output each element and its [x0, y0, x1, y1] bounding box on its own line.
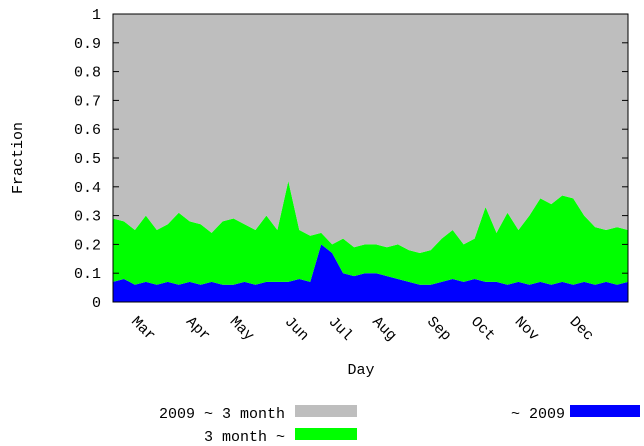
x-tick-label: Nov	[511, 314, 542, 345]
y-tick-label: 0.9	[74, 36, 101, 53]
legend-swatch	[295, 428, 357, 440]
y-tick-label: 0.4	[74, 180, 101, 197]
y-tick-label: 0.7	[74, 93, 101, 110]
area	[113, 14, 628, 254]
area	[113, 181, 628, 285]
y-tick-label: 1	[92, 7, 101, 24]
y-tick-label: 0.8	[74, 65, 101, 82]
x-tick-label: Mar	[127, 314, 158, 345]
y-tick-label: 0.6	[74, 122, 101, 139]
x-tick-label: Aug	[368, 314, 399, 345]
x-tick-label: May	[226, 314, 257, 345]
legend-swatch	[295, 405, 357, 417]
x-axis-label: Day	[347, 362, 374, 379]
x-tick-label: Sep	[423, 314, 454, 345]
y-tick-label: 0	[92, 295, 101, 312]
x-tick-label: Oct	[467, 314, 498, 345]
legend-label: 2009 ~ 3 month	[159, 406, 285, 423]
x-tick-label: Apr	[182, 314, 213, 345]
legend-swatch	[570, 405, 640, 417]
y-tick-label: 0.1	[74, 266, 101, 283]
x-tick-label: Jun	[281, 314, 312, 345]
legend-label: 3 month ~	[204, 429, 285, 446]
x-tick-label: Dec	[566, 314, 597, 345]
y-tick-label: 0.3	[74, 209, 101, 226]
x-tick-label: Jul	[325, 314, 356, 345]
legend-label: ~ 2009	[511, 406, 565, 423]
y-tick-label: 0.5	[74, 151, 101, 168]
y-tick-label: 0.2	[74, 237, 101, 254]
y-axis-label: Fraction	[10, 122, 27, 194]
